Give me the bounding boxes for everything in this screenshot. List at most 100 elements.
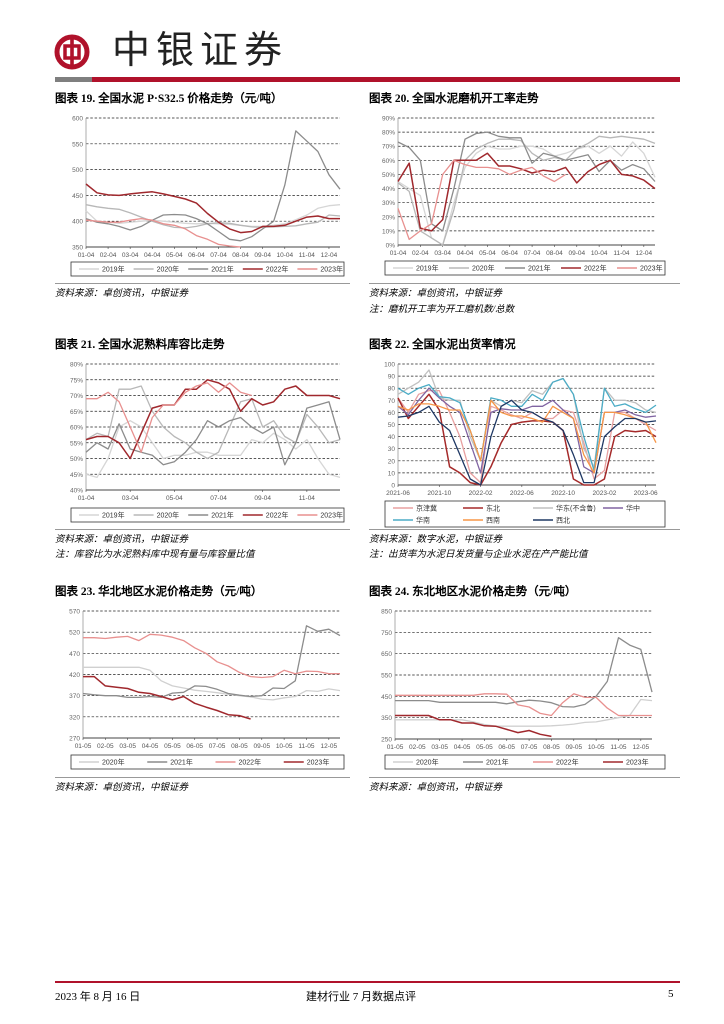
x-tick-label: 07-05 <box>209 743 226 750</box>
y-tick-label: 80% <box>382 130 395 137</box>
legend-label: 2021年 <box>170 758 193 767</box>
figure-22-source: 资料来源：数字水泥，中银证券 <box>369 535 503 545</box>
x-tick-label: 08-04 <box>546 250 563 257</box>
figure-23-title: 图表 23. 华北地区水泥价格走势（元/吨） <box>55 586 263 598</box>
figure-22-chart: 0 10 20 30 40 50 60 70 80 90 100 2021-06 2021-10 2022… <box>384 362 666 528</box>
figure-24-source: 资料来源：卓创资讯，中银证券 <box>369 783 503 793</box>
x-tick-label: 11-04 <box>299 495 316 502</box>
x-tick-label: 09-05 <box>565 744 582 751</box>
y-tick-label: 750 <box>381 630 392 637</box>
series-line-东北 <box>397 393 657 486</box>
footer-rule <box>55 981 680 983</box>
x-tick-label: 03-05 <box>431 744 448 751</box>
y-tick-label: 60 <box>388 410 396 417</box>
x-tick-label: 01-04 <box>390 250 407 257</box>
y-tick-label: 65% <box>70 409 83 416</box>
x-tick-label: 12-04 <box>321 252 338 259</box>
series-line-2022年 <box>85 183 340 234</box>
x-tick-label: 05-04 <box>479 250 496 257</box>
x-tick-label: 09-04 <box>254 252 271 259</box>
x-tick-label: 04-04 <box>457 250 474 257</box>
figure-20-note: 注：磨机开工率为开工磨机数/总数 <box>369 305 515 315</box>
x-tick-label: 06-04 <box>501 250 518 257</box>
x-tick-label: 10-05 <box>276 743 293 750</box>
figure-19-title: 图表 19. 全国水泥 P·S32.5 价格走势（元/吨） <box>55 93 283 105</box>
legend-label: 2021年 <box>528 264 551 273</box>
series-line-西南 <box>397 399 657 474</box>
y-tick-label: 600 <box>72 116 83 123</box>
x-tick-label: 03-05 <box>119 743 136 750</box>
legend-label: 2019年 <box>416 264 439 273</box>
legend-label: 2021年 <box>211 511 234 520</box>
y-tick-label: 420 <box>69 672 80 679</box>
x-tick-label: 12-05 <box>321 743 338 750</box>
y-tick-label: 60% <box>70 425 83 432</box>
y-tick-label: 520 <box>69 630 80 637</box>
x-tick-label: 2022-06 <box>510 490 534 497</box>
divider <box>369 529 680 530</box>
x-tick-label: 11-05 <box>298 743 315 750</box>
legend-label: 2023年 <box>640 264 663 273</box>
x-tick-label: 06-05 <box>186 743 203 750</box>
y-tick-label: 370 <box>69 693 80 700</box>
x-tick-label: 07-05 <box>521 744 538 751</box>
figure-20-source: 资料来源：卓创资讯，中银证券 <box>369 289 503 299</box>
y-tick-label: 320 <box>69 714 80 721</box>
brand-name: 中银证券 <box>112 28 289 72</box>
x-tick-label: 2021-10 <box>427 490 451 497</box>
legend-label: 2020年 <box>157 511 180 520</box>
y-tick-label: 100 <box>384 362 395 369</box>
x-tick-label: 01-05 <box>387 744 404 751</box>
legend-box <box>70 754 345 770</box>
y-tick-label: 650 <box>381 651 392 658</box>
divider <box>55 777 350 778</box>
y-tick-label: 350 <box>381 715 392 722</box>
y-tick-label: 40 <box>388 434 396 441</box>
y-tick-label: 550 <box>381 673 392 680</box>
series-line-2020年 <box>85 204 341 229</box>
x-tick-label: 07-04 <box>210 252 227 259</box>
x-tick-label: 04-05 <box>142 743 159 750</box>
legend-label: 2020年 <box>472 264 495 273</box>
legend-box <box>384 500 666 528</box>
x-tick-label: 07-04 <box>210 495 227 502</box>
y-tick-label: 10 <box>388 470 396 477</box>
y-tick-label: 20% <box>382 214 395 221</box>
figure-22-title: 图表 22. 全国水泥出货率情况 <box>369 339 516 351</box>
x-tick-label: 2022-10 <box>551 490 575 497</box>
series-line-2022年 <box>397 152 656 232</box>
y-tick-label: 70 <box>388 398 396 405</box>
legend-box <box>384 754 666 770</box>
legend-label: 2021年 <box>211 265 234 274</box>
legend-label: 2023年 <box>626 758 649 767</box>
legend-label: 东北 <box>486 504 500 513</box>
legend-label: 华南 <box>416 516 430 525</box>
x-tick-label: 03-04 <box>122 495 139 502</box>
x-tick-label: 06-04 <box>188 252 205 259</box>
series-line-2023年 <box>85 217 241 248</box>
figure-21-note: 注：库容比为水泥熟料库中现有量与库容量比值 <box>55 550 255 560</box>
x-tick-label: 03-04 <box>434 250 451 257</box>
series-line-华东(不含鲁) <box>397 369 657 468</box>
legend-label: 华东(不含鲁) <box>556 504 596 513</box>
x-tick-label: 05-05 <box>476 744 493 751</box>
series-line-2023年 <box>395 714 552 738</box>
y-tick-label: 10% <box>382 228 395 235</box>
y-tick-label: 350 <box>72 245 83 252</box>
divider <box>369 777 680 778</box>
x-tick-label: 02-04 <box>100 252 117 259</box>
legend-label: 西北 <box>556 517 570 525</box>
x-tick-label: 10-05 <box>588 744 605 751</box>
figure-21-chart: 40% 45% 50% 55% 60% 65% 70% 75% 80% 01-04 03-04 05-… <box>70 362 345 523</box>
series-line-2022年 <box>85 379 341 460</box>
x-tick-label: 10-04 <box>591 250 608 257</box>
page-number: 5 <box>668 988 674 1000</box>
y-tick-label: 50% <box>382 172 395 179</box>
x-tick-label: 11-04 <box>613 250 630 257</box>
x-tick-label: 02-04 <box>412 250 429 257</box>
x-tick-label: 03-04 <box>122 252 139 259</box>
y-tick-label: 400 <box>72 219 83 226</box>
y-tick-label: 70% <box>70 393 83 400</box>
x-tick-label: 06-05 <box>498 744 515 751</box>
x-tick-label: 11-05 <box>610 744 627 751</box>
